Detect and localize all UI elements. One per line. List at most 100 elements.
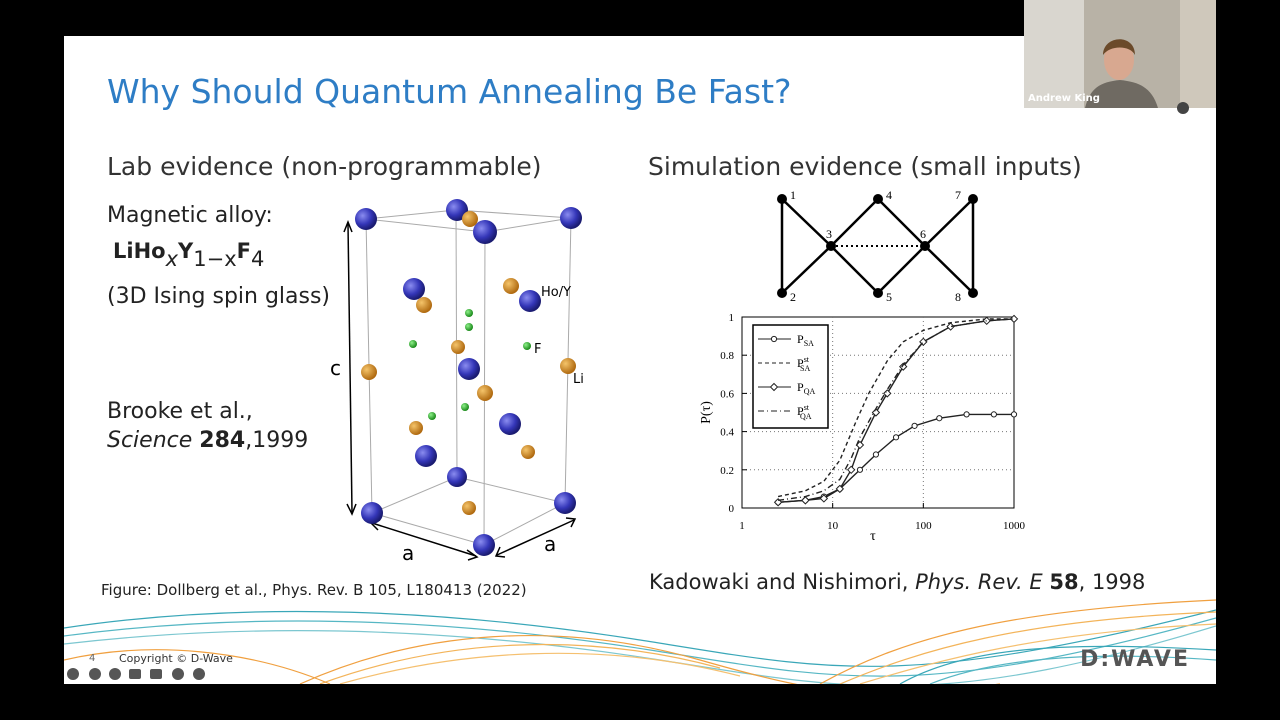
- volume: 284: [199, 428, 245, 453]
- subtitles-button[interactable]: [129, 669, 141, 679]
- point: [936, 415, 943, 422]
- material-label: Magnetic alloy:: [107, 203, 273, 228]
- series-line: [777, 318, 1015, 502]
- node-label: 1: [790, 188, 796, 202]
- legend-name: P: [797, 332, 804, 346]
- x-tick-label: 1000: [1003, 520, 1026, 532]
- citation: Science 284,1999: [107, 428, 308, 453]
- x-tick-label: 10: [827, 520, 839, 532]
- legend-label: Pst SA: [797, 355, 810, 373]
- legend-label: PQA: [797, 380, 815, 396]
- point: [1010, 411, 1018, 418]
- node-label: 7: [955, 188, 961, 202]
- page-number: 4: [89, 653, 95, 664]
- heading: Lab evidence (non-programmable): [107, 152, 541, 181]
- legend-subscript: SA: [800, 364, 810, 373]
- y-tick-label: 0.6: [720, 388, 734, 400]
- axis-label: a: [402, 541, 414, 565]
- legend-label: Pst QA: [797, 403, 812, 421]
- legend-name: P: [797, 356, 804, 370]
- legend-marker: [769, 382, 779, 392]
- wave-decoration: [64, 599, 1216, 684]
- point: [819, 494, 829, 503]
- participant-name: Andrew King: [1028, 93, 1100, 104]
- formula: LiHoxY1−xF4: [113, 239, 264, 271]
- pen-button[interactable]: [89, 668, 101, 680]
- logo: D:WAVE: [1080, 647, 1190, 672]
- graph-edges: [780, 198, 975, 294]
- point: [911, 422, 918, 429]
- node-label: 4: [886, 188, 892, 202]
- citation: Kadowaki and Nishimori, Phys. Rev. E 58,…: [649, 570, 1145, 594]
- atom-label: Li: [573, 372, 584, 387]
- point: [963, 411, 970, 418]
- year: , 1998: [1079, 570, 1146, 594]
- formula-part: LiHo: [113, 239, 166, 263]
- citation-authors: Brooke et al.,: [107, 399, 253, 424]
- x-axis-label: τ: [870, 529, 876, 544]
- legend-superscript: st: [804, 403, 810, 412]
- next-button[interactable]: [193, 668, 205, 680]
- point: [872, 451, 880, 458]
- slide: [64, 36, 1216, 684]
- y-axis-label: P(τ): [699, 401, 714, 424]
- point: [892, 434, 900, 441]
- legend-subscript: QA: [800, 412, 812, 421]
- point: [801, 496, 810, 505]
- axis-label: a: [544, 532, 556, 556]
- y-tick-label: 1: [729, 312, 735, 324]
- point: [899, 362, 908, 371]
- legend-marker: [770, 335, 778, 343]
- x-tick-label: 100: [915, 520, 932, 532]
- note: (3D Ising spin glass): [107, 284, 330, 309]
- legend-name: P: [797, 404, 804, 418]
- zoom-button[interactable]: [109, 668, 121, 680]
- y-tick-label: 0: [729, 503, 735, 515]
- heading: Simulation evidence (small inputs): [648, 152, 1082, 181]
- formula-part: Y: [177, 239, 194, 263]
- point: [835, 484, 845, 494]
- atom-label: F: [534, 342, 541, 357]
- point: [856, 466, 864, 473]
- x-tick-label: 1: [739, 520, 745, 532]
- point: [846, 465, 856, 475]
- more-button[interactable]: [172, 668, 184, 680]
- figure-credit: Figure: Dollberg et al., Phys. Rev. B 10…: [101, 581, 527, 599]
- cursor: [1177, 102, 1189, 114]
- legend-name: P: [797, 380, 804, 394]
- copyright: Copyright © D-Wave: [119, 652, 233, 665]
- node-label: 8: [955, 290, 961, 304]
- slide-title: Why Should Quantum Annealing Be Fast?: [107, 72, 792, 111]
- node-label: 6: [920, 227, 926, 241]
- formula-sub: 1−x: [193, 247, 236, 271]
- formula-part: F: [237, 239, 251, 263]
- legend-subscript: SA: [804, 339, 814, 348]
- webcam: Andrew King: [1024, 0, 1216, 108]
- camera-button[interactable]: [150, 669, 162, 679]
- formula-sub: 4: [251, 247, 264, 271]
- journal: Phys. Rev. E: [915, 570, 1043, 594]
- legend-superscript: st: [804, 355, 810, 364]
- atoms: [355, 199, 582, 556]
- series-line: [778, 413, 1014, 503]
- atom-label: Ho/Y: [541, 285, 571, 300]
- journal: Science: [107, 428, 192, 453]
- legend-box: [752, 324, 829, 429]
- formula-sub: x: [165, 247, 179, 271]
- node-label: 2: [790, 290, 796, 304]
- point: [773, 498, 783, 507]
- axis-label: c: [330, 356, 341, 380]
- slide-toolbar: [67, 668, 205, 680]
- legend-label: PSA: [797, 332, 814, 348]
- y-tick-label: 0.2: [720, 465, 734, 477]
- legend-subscript: QA: [804, 387, 816, 396]
- graph-nodes: [777, 194, 978, 298]
- prev-button[interactable]: [67, 668, 79, 680]
- node-label: 3: [826, 227, 832, 241]
- graph-labels: 1 2 3 4 5 6 7 8: [790, 188, 961, 304]
- y-tick-label: 0.4: [720, 427, 734, 439]
- y-tick-label: 0.8: [720, 350, 734, 362]
